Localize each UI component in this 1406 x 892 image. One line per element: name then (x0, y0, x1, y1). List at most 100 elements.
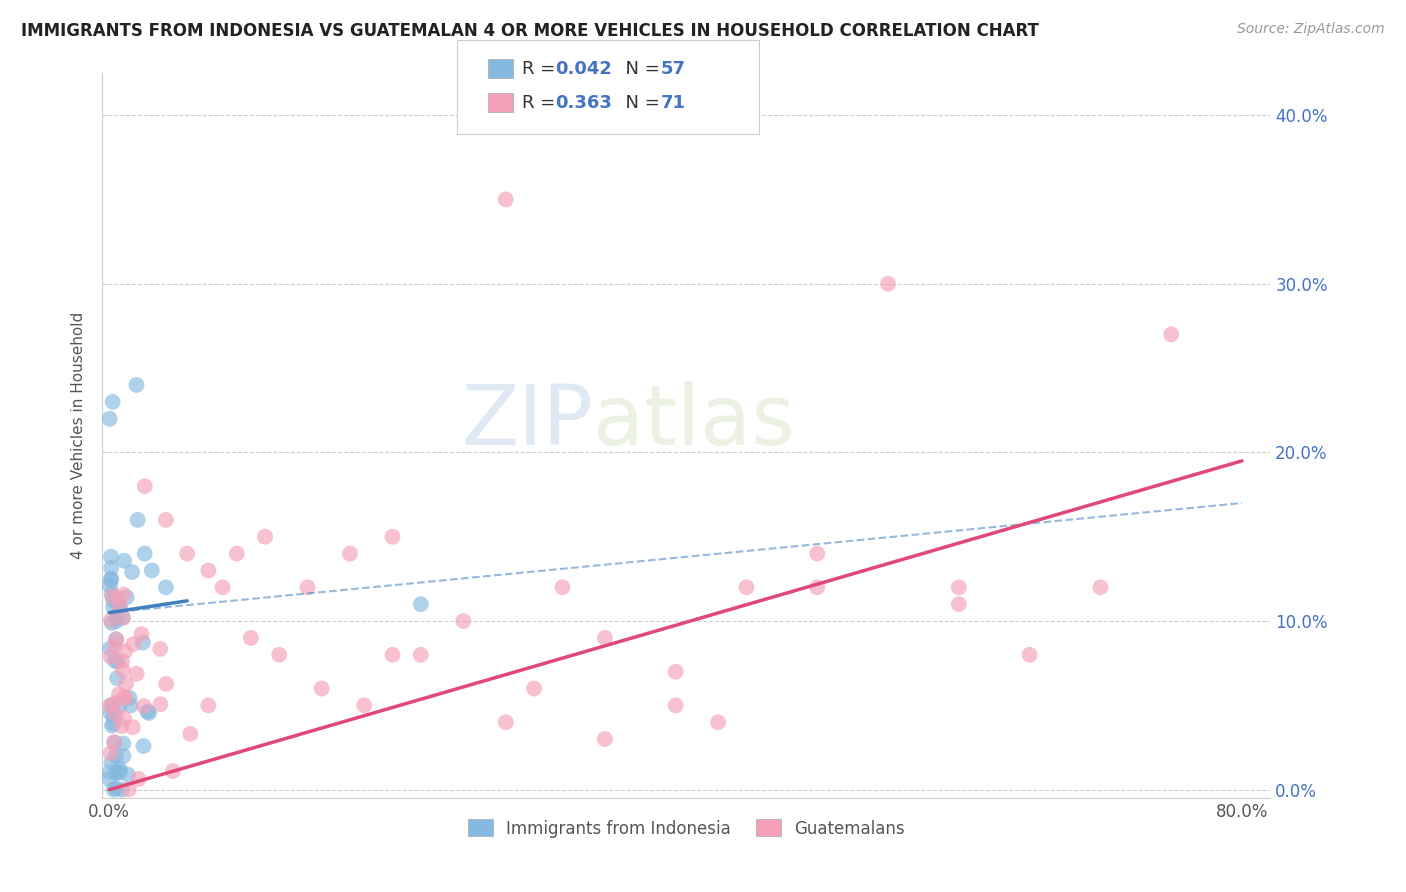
Point (551, 580, 574, 594)
Point (197, 698, 219, 713)
Point (111, 663, 134, 677)
Point (1090, 580, 1112, 594)
Point (108, 591, 131, 606)
Point (134, 547, 156, 561)
Point (101, 615, 124, 630)
Point (495, 715, 517, 730)
Text: R =: R = (522, 60, 561, 78)
Point (112, 736, 135, 750)
Point (593, 631, 616, 645)
Point (101, 394, 124, 409)
Point (120, 698, 142, 713)
Point (877, 277, 900, 291)
Point (108, 687, 131, 701)
Point (112, 554, 135, 568)
Text: 57: 57 (661, 60, 686, 78)
Point (381, 648, 404, 662)
Point (100, 571, 122, 585)
Point (155, 580, 177, 594)
Point (125, 378, 148, 392)
Point (110, 782, 132, 797)
Point (104, 749, 127, 764)
Point (149, 641, 172, 656)
Point (107, 765, 129, 780)
Legend: Immigrants from Indonesia, Guatemalans: Immigrants from Indonesia, Guatemalans (461, 813, 911, 844)
Point (105, 781, 128, 796)
Text: atlas: atlas (593, 381, 794, 461)
Point (108, 762, 131, 776)
Point (100, 549, 122, 564)
Point (127, 513, 149, 527)
Point (104, 639, 127, 653)
Point (98, 772, 121, 786)
Point (108, 765, 131, 780)
Point (665, 698, 688, 713)
Text: 0.042: 0.042 (555, 60, 612, 78)
Point (353, 698, 375, 713)
Text: 71: 71 (661, 94, 686, 112)
Point (105, 614, 128, 628)
Point (523, 681, 546, 696)
Point (112, 749, 135, 764)
Point (136, 705, 159, 719)
Point (98, 411, 121, 425)
Point (104, 632, 127, 647)
Point (121, 720, 143, 734)
Point (115, 590, 138, 604)
Text: N =: N = (614, 94, 666, 112)
Point (108, 600, 131, 615)
Point (103, 600, 125, 615)
Point (103, 697, 125, 711)
Point (100, 706, 122, 720)
Point (339, 547, 361, 561)
Point (105, 671, 128, 685)
Point (100, 649, 122, 664)
Point (131, 627, 153, 641)
Point (112, 711, 135, 725)
Point (108, 599, 131, 614)
Point (593, 732, 616, 747)
Point (104, 707, 127, 722)
Point (108, 599, 131, 614)
Point (114, 691, 136, 706)
Point (948, 597, 970, 611)
Point (134, 479, 156, 493)
Text: R =: R = (522, 94, 561, 112)
Point (141, 564, 163, 578)
Point (121, 565, 143, 579)
Point (111, 610, 134, 624)
Point (311, 681, 333, 696)
Point (155, 677, 177, 691)
Point (112, 611, 135, 625)
Point (107, 655, 129, 669)
Point (103, 736, 125, 750)
Point (100, 698, 122, 713)
Point (225, 547, 247, 561)
Point (112, 587, 135, 601)
Point (105, 765, 128, 780)
Point (103, 709, 125, 723)
Point (98, 641, 121, 656)
Point (107, 610, 129, 624)
Point (162, 764, 184, 778)
Point (98, 579, 121, 593)
Point (155, 513, 177, 527)
Point (269, 648, 291, 662)
Point (104, 654, 127, 668)
Point (125, 666, 148, 681)
Point (239, 631, 262, 645)
Text: 0.363: 0.363 (555, 94, 612, 112)
Point (103, 782, 125, 797)
Point (707, 715, 730, 730)
Point (176, 547, 198, 561)
Point (453, 614, 475, 628)
Point (495, 193, 517, 207)
Point (101, 590, 124, 604)
Point (138, 706, 160, 720)
Point (128, 772, 150, 786)
Point (211, 580, 233, 594)
Point (409, 597, 432, 611)
Point (103, 735, 125, 749)
Text: ZIP: ZIP (461, 381, 593, 461)
Point (105, 632, 128, 647)
